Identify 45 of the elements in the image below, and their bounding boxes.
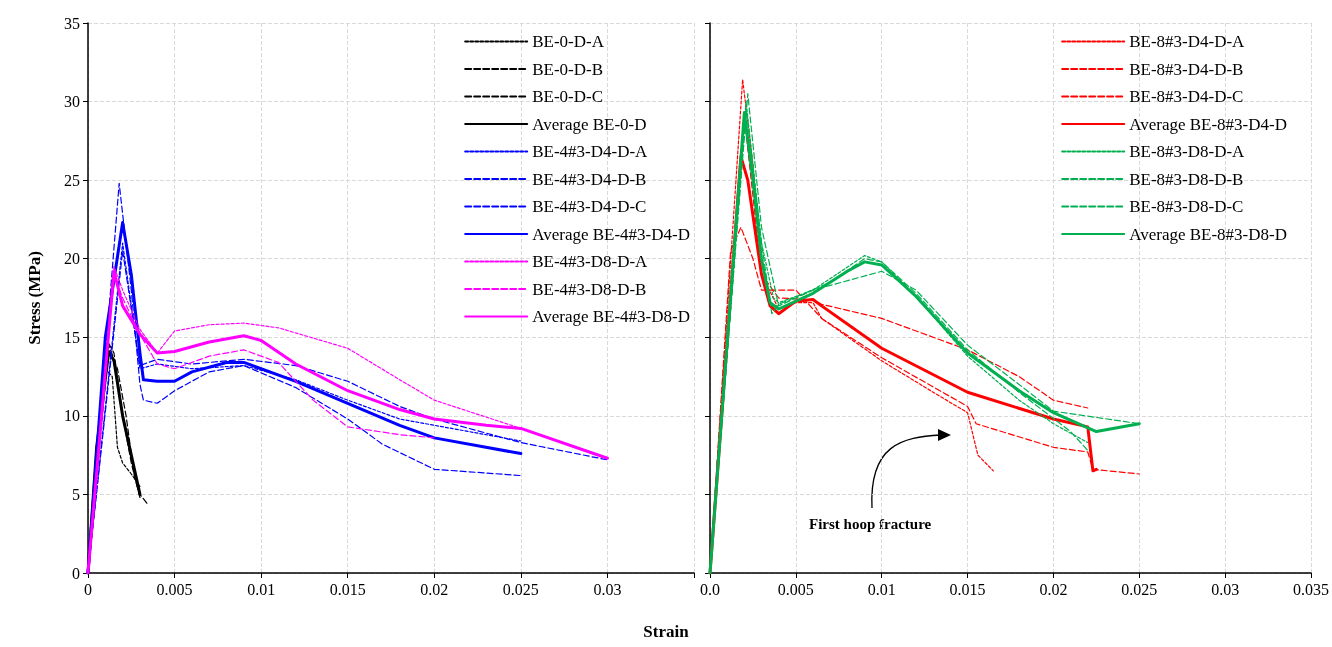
x-tick-label: 0 <box>84 580 92 598</box>
y-tick-label: 5 <box>72 485 80 503</box>
legend-label: BE-8#3-D4-D-B <box>1129 59 1244 79</box>
x-tick-label: 0.005 <box>777 580 814 598</box>
legend-label: Average BE-8#3-D4-D <box>1129 114 1288 134</box>
x-tick-label: 0.02 <box>1039 580 1068 598</box>
x-tick-label: 0.025 <box>502 580 539 598</box>
legend-label: Average BE-4#3-D8-D <box>532 307 691 326</box>
y-tick-label: 10 <box>64 407 80 425</box>
x-tick-label: 0.035 <box>1293 580 1329 598</box>
y-tick-label: 20 <box>64 250 80 268</box>
legend-label: Average BE-0-D <box>532 114 647 134</box>
y-tick-label: 35 <box>64 14 80 32</box>
x-axis-title: Strain <box>643 622 689 641</box>
legend-label: BE-8#3-D4-D-A <box>1129 32 1246 51</box>
legend-label: BE-4#3-D4-D-B <box>532 169 647 189</box>
x-tick-label: 0.01 <box>867 580 896 598</box>
legend-label: BE-4#3-D4-D-C <box>532 197 647 216</box>
x-tick-label: 0.025 <box>1121 580 1158 598</box>
x-tick-label: 0.01 <box>247 580 276 598</box>
legend-label: BE-8#3-D8-D-A <box>1129 142 1246 161</box>
y-tick-label: 15 <box>64 328 80 346</box>
y-axis-title: Stress (MPa) <box>25 251 44 345</box>
legend-label: BE-0-D-C <box>532 87 604 106</box>
legend-label: BE-8#3-D8-D-C <box>1129 197 1244 216</box>
legend-label: BE-8#3-D8-D-B <box>1129 169 1244 189</box>
x-tick-label: 0.02 <box>420 580 449 598</box>
y-tick-label: 25 <box>64 171 80 189</box>
legend-label: BE-0-D-A <box>532 32 605 51</box>
y-tick-label: 0 <box>72 564 80 582</box>
x-tick-label: 0.015 <box>949 580 986 598</box>
annotation: First hoop fracture <box>809 515 932 532</box>
legend-label: BE-4#3-D8-D-B <box>532 279 647 299</box>
legend-label: BE-0-D-B <box>532 59 604 79</box>
x-tick-label: 0.005 <box>156 580 193 598</box>
legend-label: Average BE-8#3-D8-D <box>1129 224 1288 244</box>
x-tick-label: 0.03 <box>1211 580 1240 598</box>
x-tick-label: 0.03 <box>593 580 622 598</box>
x-tick-label: 0.015 <box>329 580 366 598</box>
legend-label: BE-8#3-D4-D-C <box>1129 87 1244 106</box>
legend-label: BE-4#3-D8-D-A <box>532 252 649 271</box>
legend-label: BE-4#3-D4-D-A <box>532 142 649 161</box>
legend-label: Average BE-4#3-D4-D <box>532 224 691 244</box>
x-tick-label: 0.0 <box>700 580 720 598</box>
y-tick-label: 30 <box>64 93 80 111</box>
